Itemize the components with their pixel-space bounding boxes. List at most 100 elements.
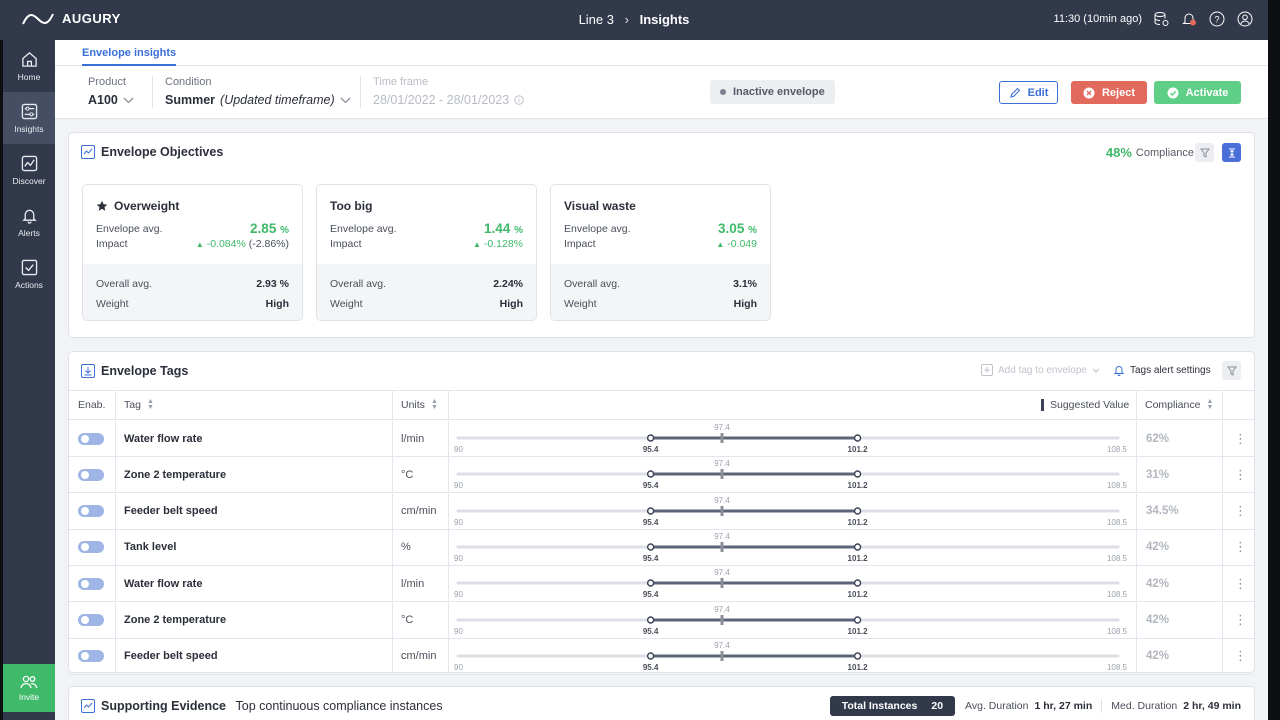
- top-bar: AUGURY Line 3 › Insights 11:30 (10min ag…: [0, 0, 1268, 40]
- envelope-range-slider[interactable]: 97.4 95.4 101.2 90 108.5: [69, 530, 1254, 565]
- breadcrumb-parent[interactable]: Line 3: [578, 12, 614, 27]
- suggested-value-legend: Suggested Value: [1041, 391, 1129, 419]
- slider-low-label: 95.4: [643, 554, 659, 563]
- tag-download-icon: [81, 364, 95, 378]
- notification-bell-icon[interactable]: [1180, 10, 1198, 28]
- impact-label: Impact: [96, 238, 128, 250]
- sidebar-item-actions[interactable]: Actions: [3, 248, 55, 300]
- slider-max-label: 108.5: [1107, 481, 1128, 490]
- augury-logo[interactable]: AUGURY: [22, 11, 121, 26]
- overall-avg-label: Overall avg.: [330, 278, 387, 290]
- objective-card-visual-waste[interactable]: Visual waste Envelope avg. 3.05 % Impact…: [550, 184, 771, 321]
- section-title: Supporting Evidence Top continuous compl…: [101, 699, 443, 713]
- more-options-icon[interactable]: ⋮: [1234, 539, 1247, 555]
- sidebar-item-home[interactable]: Home: [3, 40, 55, 92]
- activate-button[interactable]: Activate: [1154, 81, 1241, 104]
- sidebar-item-insights[interactable]: Insights: [3, 92, 55, 144]
- chevron-right-icon: ›: [624, 12, 629, 27]
- suggested-value-marker: [720, 505, 724, 516]
- objective-card-overweight[interactable]: Overweight Envelope avg. 2.85 % Impact ▲…: [82, 184, 303, 321]
- close-circle-icon: [1083, 87, 1095, 98]
- slider-handle-high: [853, 434, 862, 442]
- enable-toggle[interactable]: [78, 614, 104, 626]
- envelope-range-slider[interactable]: 97.4 95.4 101.2 90 108.5: [69, 457, 1254, 492]
- enable-toggle[interactable]: [78, 505, 104, 518]
- tag-compliance: 62%: [1146, 432, 1170, 445]
- envelope-avg-unit: %: [514, 225, 523, 236]
- impact-extra: (-2.86%): [248, 238, 289, 250]
- invite-label: Invite: [18, 691, 40, 702]
- enable-toggle[interactable]: [78, 468, 104, 481]
- table-row[interactable]: Zone 2 temperature °C 97.4 95.4 101.2 90…: [69, 602, 1254, 639]
- enable-toggle[interactable]: [78, 541, 104, 554]
- more-options-icon[interactable]: ⋮: [1234, 466, 1247, 482]
- arrow-up-icon: ▲: [195, 240, 204, 249]
- help-icon[interactable]: ?: [1208, 10, 1226, 28]
- sidebar-item-alerts[interactable]: Alerts: [3, 196, 55, 248]
- reject-button[interactable]: Reject: [1071, 81, 1147, 104]
- slider-high-label: 101.2: [848, 481, 869, 490]
- table-row[interactable]: Zone 2 temperature °C 97.4 95.4 101.2 90…: [69, 457, 1254, 494]
- overall-compliance: 48% Compliance: [1106, 145, 1194, 160]
- envelope-range-slider[interactable]: 97.4 95.4 101.2 90 108.5: [69, 566, 1254, 601]
- star-icon: [96, 200, 108, 211]
- filter-button[interactable]: [1195, 143, 1214, 162]
- evidence-stats: Total Instances 20 Avg. Duration 1 hr, 2…: [829, 696, 1241, 716]
- database-sync-icon[interactable]: [1152, 10, 1170, 28]
- more-options-icon[interactable]: ⋮: [1234, 575, 1247, 591]
- more-options-icon[interactable]: ⋮: [1234, 503, 1247, 519]
- slider-high-label: 101.2: [848, 627, 869, 636]
- envelope-range-slider[interactable]: 97.4 95.4 101.2 90 108.5: [69, 603, 1254, 638]
- condition-selector[interactable]: Condition Summer (Updated timeframe): [165, 76, 351, 107]
- collapse-button[interactable]: [1222, 143, 1241, 162]
- product-selector[interactable]: Product A100: [88, 76, 134, 107]
- tag-units: cm/min: [401, 505, 437, 518]
- tag-name: Zone 2 temperature: [124, 614, 227, 626]
- sidebar-item-discover[interactable]: Discover: [3, 144, 55, 196]
- envelope-range-slider[interactable]: 97.4 95.4 101.2 90 108.5: [69, 494, 1254, 529]
- col-header-units[interactable]: Units ▲ ▼: [401, 391, 438, 419]
- table-row[interactable]: Water flow rate l/min 97.4 95.4 101.2 90…: [69, 566, 1254, 603]
- enable-toggle[interactable]: [78, 432, 104, 445]
- slider-high-label: 101.2: [848, 554, 869, 563]
- home-icon: [21, 51, 37, 67]
- col-header-tag[interactable]: Tag ▲ ▼: [124, 391, 154, 419]
- info-icon[interactable]: [514, 95, 524, 105]
- enable-toggle[interactable]: [78, 650, 104, 663]
- envelope-range-slider[interactable]: 97.4 95.4 101.2 90 108.5: [69, 421, 1254, 456]
- col-header-compliance[interactable]: Compliance ▲ ▼: [1145, 391, 1213, 419]
- user-account-icon[interactable]: [1236, 10, 1254, 28]
- col-units-label: Units: [401, 399, 425, 411]
- slider-max-label: 108.5: [1107, 554, 1128, 563]
- col-tag-label: Tag: [124, 399, 141, 411]
- overall-avg-value: 2.93 %: [256, 278, 289, 290]
- add-tag-label: Add tag to envelope: [998, 364, 1087, 376]
- more-options-icon[interactable]: ⋮: [1234, 648, 1247, 664]
- slider-handle-low: [646, 615, 655, 624]
- envelope-range-slider[interactable]: 97.4 95.4 101.2 90 108.5: [69, 639, 1254, 674]
- table-row[interactable]: Feeder belt speed cm/min 97.4 95.4 101.2…: [69, 638, 1254, 675]
- table-row[interactable]: Tank level % 97.4 95.4 101.2 90 108.5: [69, 529, 1254, 566]
- discover-icon: [21, 155, 37, 171]
- slider-handle-high: [853, 470, 862, 478]
- table-row[interactable]: Feeder belt speed cm/min 97.4 95.4 101.2…: [69, 493, 1254, 530]
- sort-icon: ▲ ▼: [430, 398, 438, 411]
- tab-envelope-insights[interactable]: Envelope insights: [82, 47, 177, 66]
- sidebar-item-label: Alerts: [18, 227, 40, 238]
- slider-handle-low: [646, 579, 655, 587]
- chart-line-icon: [81, 145, 95, 159]
- edit-button[interactable]: Edit: [999, 81, 1058, 104]
- slider-handle-low: [646, 506, 655, 515]
- add-tag-dropdown[interactable]: Add tag to envelope: [981, 364, 1100, 376]
- table-row[interactable]: Water flow rate l/min 97.4 95.4 101.2 90…: [69, 421, 1254, 457]
- invite-button[interactable]: Invite: [3, 664, 55, 712]
- more-options-icon[interactable]: ⋮: [1234, 430, 1247, 446]
- enable-toggle[interactable]: [78, 577, 104, 590]
- weight-value: High: [733, 298, 757, 310]
- filter-button[interactable]: [1222, 361, 1241, 380]
- objective-card-too-big[interactable]: Too big Envelope avg. 1.44 % Impact ▲ -0…: [316, 184, 537, 321]
- more-options-icon[interactable]: ⋮: [1234, 612, 1247, 627]
- tags-alert-settings-button[interactable]: Tags alert settings: [1113, 364, 1211, 376]
- timeframe-value: 28/01/2022 - 28/01/2023: [373, 93, 510, 107]
- slider-high-label: 101.2: [848, 590, 869, 599]
